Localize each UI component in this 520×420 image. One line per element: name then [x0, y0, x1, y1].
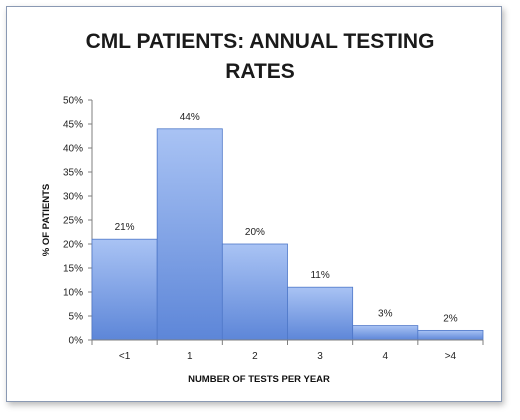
y-tick-label: 50% [63, 96, 83, 107]
y-tick-label: 40% [63, 144, 83, 155]
bar [91, 238, 158, 341]
y-tick-label: 45% [63, 120, 83, 131]
bar [287, 286, 354, 341]
x-tick-label: 4 [382, 351, 388, 362]
data-label: 2% [443, 313, 458, 324]
y-tick-label: 15% [63, 264, 83, 275]
x-tick-label: 2 [252, 351, 258, 362]
x-axis: <1 1 2 3 4 >4 [91, 339, 484, 362]
x-axis-label: NUMBER OF TESTS PER YEAR [188, 374, 330, 385]
y-tick-label: 0% [69, 336, 84, 347]
data-label: 21% [115, 222, 135, 233]
bar [352, 325, 419, 341]
bar [221, 243, 288, 341]
y-tick-label: 25% [63, 216, 83, 227]
data-label: 44% [180, 112, 200, 123]
chart-title-line-2: RATES [225, 60, 295, 83]
x-tick-label: 3 [317, 351, 323, 362]
data-label: 3% [378, 309, 393, 320]
data-label: 11% [310, 270, 329, 281]
y-tick-label: 20% [63, 240, 83, 251]
y-axis-label: % OF PATIENTS [41, 184, 52, 256]
x-tick-label: 1 [187, 351, 193, 362]
data-label: 20% [245, 227, 265, 238]
x-tick-label: <1 [119, 351, 131, 362]
data-labels: 21% 44% 20% 11% 3% 2% [115, 112, 458, 325]
y-tick-label: 35% [63, 168, 83, 179]
bars [91, 128, 484, 341]
bar [417, 329, 484, 341]
x-tick-label: >4 [445, 351, 457, 362]
y-axis: 0% 5% 10% 15% 20% 25% 30% 35% 40% 45% 50% [63, 96, 93, 347]
chart-title-line-1: CML PATIENTS: ANNUAL TESTING [86, 30, 435, 53]
y-tick-label: 30% [63, 192, 83, 203]
y-tick-label: 5% [69, 312, 84, 323]
y-tick-label: 10% [63, 288, 83, 299]
bar [156, 128, 223, 341]
